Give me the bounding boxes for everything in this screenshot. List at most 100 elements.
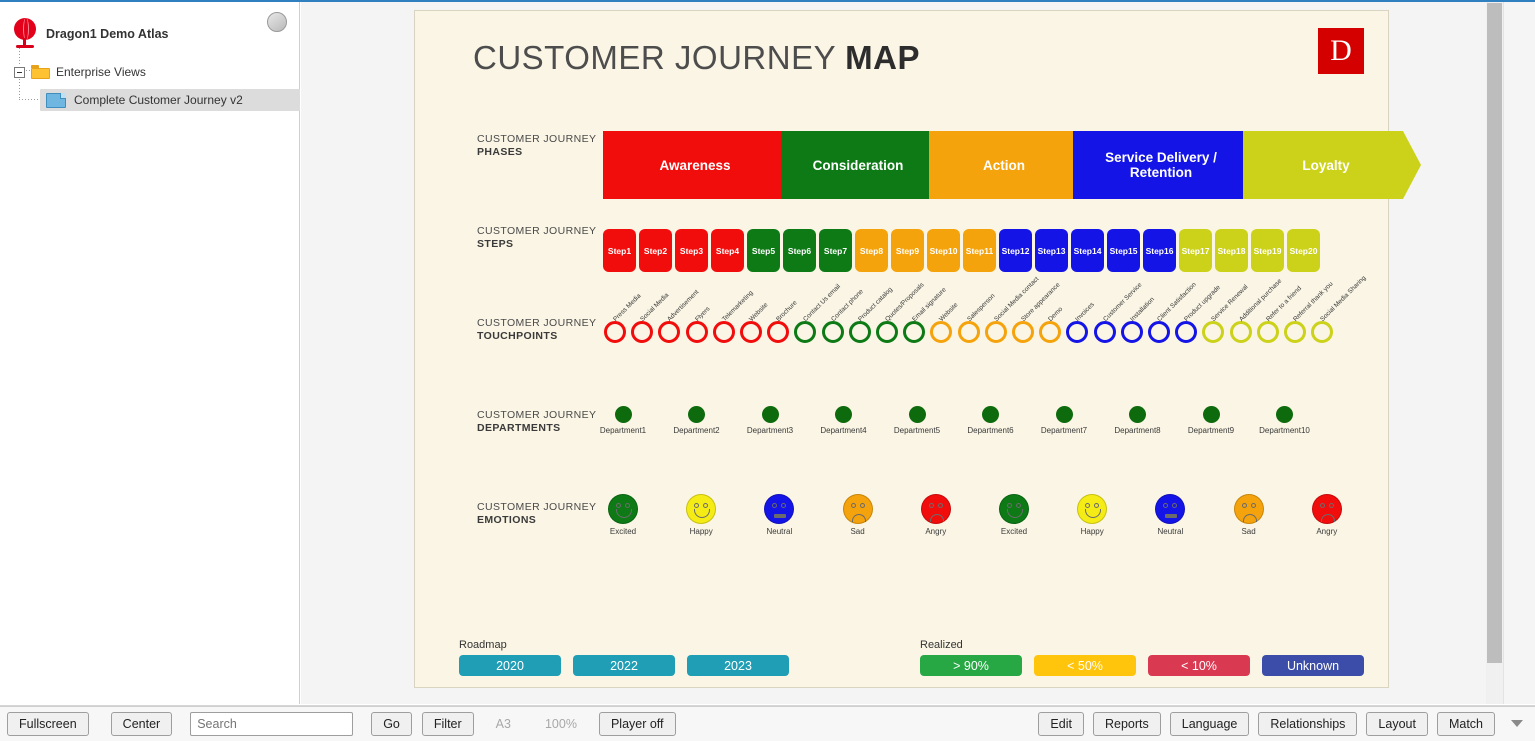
search-input[interactable] (190, 712, 354, 736)
player-toggle-button[interactable]: Player off (598, 712, 676, 736)
touchpoint-14[interactable]: Salesperson (957, 292, 996, 343)
tree-item-enterprise-views[interactable]: Enterprise Views (14, 65, 146, 79)
department-5[interactable]: Department5 (879, 406, 955, 435)
tree-item-complete-customer-journey-v2[interactable]: Complete Customer Journey v2 (40, 89, 300, 111)
edit-button[interactable]: Edit (1038, 712, 1084, 736)
touchpoint-26[interactable]: Referral thank you (1284, 280, 1335, 343)
step-box-11[interactable]: Step11 (963, 229, 996, 272)
emotion-10[interactable]: Angry (1295, 494, 1359, 536)
relationships-button[interactable]: Relationships (1258, 712, 1358, 736)
phase-chevron-3[interactable]: Action (929, 131, 1091, 199)
touchpoint-1[interactable]: Press Media (604, 293, 643, 343)
department-1[interactable]: Department1 (585, 406, 661, 435)
touchpoint-25[interactable]: Refer to a friend (1256, 285, 1303, 343)
emotion-6[interactable]: Excited (982, 494, 1046, 536)
step-box-15[interactable]: Step15 (1107, 229, 1140, 272)
department-8[interactable]: Department8 (1100, 406, 1176, 435)
step-box-3[interactable]: Step3 (675, 229, 708, 272)
roadmap-chip-1[interactable]: 2020 (459, 655, 561, 676)
step-box-16[interactable]: Step16 (1143, 229, 1176, 272)
touchpoint-13[interactable]: Website (930, 302, 960, 343)
step-box-7[interactable]: Step7 (819, 229, 852, 272)
emotion-8[interactable]: Neutral (1138, 494, 1202, 536)
touchpoint-18[interactable]: Invoices (1066, 301, 1096, 343)
canvas-vertical-scrollbar[interactable] (1486, 2, 1503, 704)
department-10[interactable]: Department10 (1247, 406, 1323, 435)
department-2[interactable]: Department2 (659, 406, 735, 435)
touchpoint-9[interactable]: Contact phone (821, 288, 865, 343)
touchpoint-3[interactable]: Advertisement (658, 289, 701, 343)
phase-chevron-5[interactable]: Loyalty (1243, 131, 1421, 199)
touchpoint-2[interactable]: Social Media (631, 292, 671, 343)
step-box-18[interactable]: Step18 (1215, 229, 1248, 272)
layout-button[interactable]: Layout (1366, 712, 1428, 736)
touchpoint-5[interactable]: Telemarketing (712, 289, 754, 343)
match-button[interactable]: Match (1436, 712, 1495, 736)
reports-button[interactable]: Reports (1092, 712, 1161, 736)
step-box-9[interactable]: Step9 (891, 229, 924, 272)
touchpoint-19[interactable]: Customer Service (1093, 282, 1143, 343)
department-7[interactable]: Department7 (1026, 406, 1102, 435)
touchpoint-22[interactable]: Product upgrade (1175, 284, 1222, 343)
emotion-1[interactable]: Excited (591, 494, 655, 536)
touchpoint-4[interactable]: Flyers (685, 306, 711, 343)
step-box-10[interactable]: Step10 (927, 229, 960, 272)
step-box-6[interactable]: Step6 (783, 229, 816, 272)
step-box-4[interactable]: Step4 (711, 229, 744, 272)
diagram-canvas-area[interactable]: CUSTOMER JOURNEY MAP D CUSTOMER JOURNEY … (301, 2, 1486, 704)
emotion-5[interactable]: Angry (904, 494, 968, 536)
scrollbar-thumb[interactable] (1487, 3, 1502, 663)
touchpoint-7[interactable]: Brochure (767, 299, 799, 343)
realized-chip-2[interactable]: < 50% (1034, 655, 1136, 676)
roadmap-chip-2[interactable]: 2022 (573, 655, 675, 676)
filter-button[interactable]: Filter (421, 712, 474, 736)
touchpoint-24[interactable]: Additional purchase (1229, 278, 1283, 343)
realized-chip-4[interactable]: Unknown (1262, 655, 1364, 676)
realized-chip-1[interactable]: > 90% (920, 655, 1022, 676)
step-box-19[interactable]: Step19 (1251, 229, 1284, 272)
emotion-4[interactable]: Sad (826, 494, 890, 536)
phase-chevron-4[interactable]: Service Delivery / Retention (1073, 131, 1261, 199)
step-box-13[interactable]: Step13 (1035, 229, 1068, 272)
collapse-expander-icon[interactable] (14, 66, 25, 78)
touchpoint-21[interactable]: Client Satisfaction (1148, 281, 1198, 343)
step-box-8[interactable]: Step8 (855, 229, 888, 272)
step-box-17[interactable]: Step17 (1179, 229, 1212, 272)
touchpoint-23[interactable]: Service Renewal (1202, 284, 1250, 343)
touchpoint-15[interactable]: Social Media contact (984, 276, 1040, 343)
go-button[interactable]: Go (371, 712, 412, 736)
step-box-2[interactable]: Step2 (639, 229, 672, 272)
realized-chip-3[interactable]: < 10% (1148, 655, 1250, 676)
step-box-1[interactable]: Step1 (603, 229, 636, 272)
touchpoint-10[interactable]: Product catalog (848, 286, 894, 343)
department-4[interactable]: Department4 (806, 406, 882, 435)
step-box-14[interactable]: Step14 (1071, 229, 1104, 272)
tree-root-node[interactable]: Dragon1 Demo Atlas (12, 18, 168, 50)
touchpoint-11[interactable]: Quotes/Proposals (876, 282, 926, 343)
language-button[interactable]: Language (1169, 712, 1250, 736)
touchpoint-6[interactable]: Website (740, 302, 770, 343)
department-3[interactable]: Department3 (732, 406, 808, 435)
touchpoint-8[interactable]: Contact Us email (794, 283, 842, 343)
touchpoint-16[interactable]: Store appearance (1012, 282, 1062, 343)
emotion-9[interactable]: Sad (1217, 494, 1281, 536)
panel-collapse-orb[interactable] (267, 12, 287, 32)
roadmap-chip-3[interactable]: 2023 (687, 655, 789, 676)
scroll-down-caret-icon[interactable] (1511, 720, 1523, 727)
department-9[interactable]: Department9 (1173, 406, 1249, 435)
emotion-2[interactable]: Happy (669, 494, 733, 536)
touchpoint-27[interactable]: Social Media Sharing (1311, 275, 1368, 343)
center-button[interactable]: Center (110, 712, 173, 736)
touchpoint-12[interactable]: Email signature (903, 286, 948, 343)
emotion-3[interactable]: Neutral (747, 494, 811, 536)
phase-chevron-2[interactable]: Consideration (781, 131, 947, 199)
department-6[interactable]: Department6 (953, 406, 1029, 435)
touchpoint-20[interactable]: Installation (1120, 296, 1156, 343)
touchpoint-17[interactable]: Demo (1039, 306, 1064, 343)
emotion-7[interactable]: Happy (1060, 494, 1124, 536)
fullscreen-button[interactable]: Fullscreen (7, 712, 89, 736)
phase-chevron-1[interactable]: Awareness (603, 131, 799, 199)
step-box-5[interactable]: Step5 (747, 229, 780, 272)
step-box-12[interactable]: Step12 (999, 229, 1032, 272)
step-box-20[interactable]: Step20 (1287, 229, 1320, 272)
